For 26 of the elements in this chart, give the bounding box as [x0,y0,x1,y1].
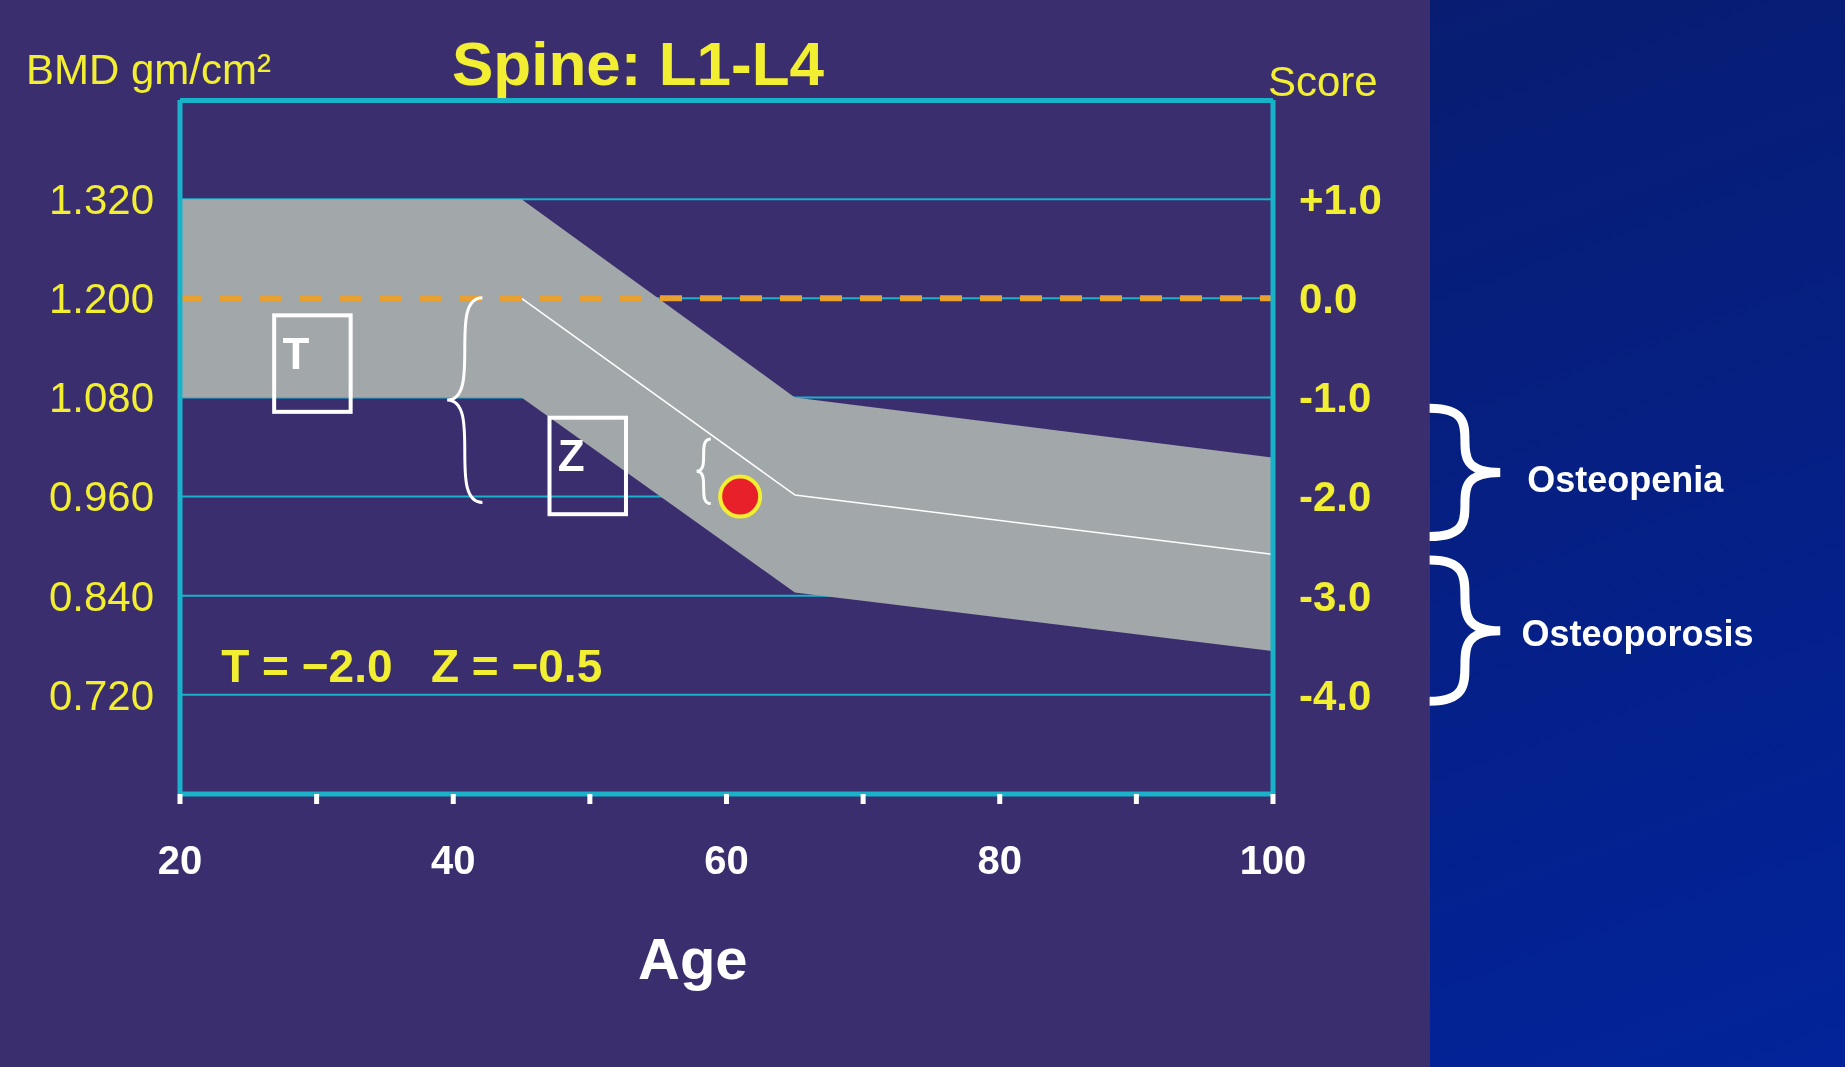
annotation: T = −2.0 Z = −0.5 [221,638,603,693]
y-tick-label: 0.840 [48,572,154,620]
x-tick-label: 100 [1239,838,1307,883]
text: Osteopenia [1527,458,1724,501]
y-tick-label: 1.320 [48,176,154,224]
y-axis-title: BMD gm/cm² [26,46,271,94]
y-tick-label: 1.200 [48,275,154,323]
y2-tick-label: -4.0 [1299,671,1372,719]
y2-axis-title: Score [1268,58,1378,106]
x-tick-label: 40 [431,838,476,883]
y2-tick-label: +1.0 [1299,176,1382,224]
y2-tick-label: -1.0 [1299,374,1372,422]
x-tick-label: 20 [157,838,203,883]
y2-tick-label: -3.0 [1299,572,1372,620]
y2-tick-label: -2.0 [1299,473,1372,521]
y-tick-label: 1.080 [48,374,154,422]
y-tick-label: 0.720 [48,671,154,719]
chart-title: Spine: L1-L4 [452,28,825,99]
text: Osteoporosis [1521,613,1754,656]
x-axis-title: Age [638,925,748,992]
x-tick-label: 60 [704,838,749,883]
x-tick-label: 80 [977,838,1022,883]
annotation: T [282,329,310,380]
annotation: Z [557,430,585,481]
y2-tick-label: 0.0 [1299,275,1358,323]
y-tick-label: 0.960 [48,473,154,521]
